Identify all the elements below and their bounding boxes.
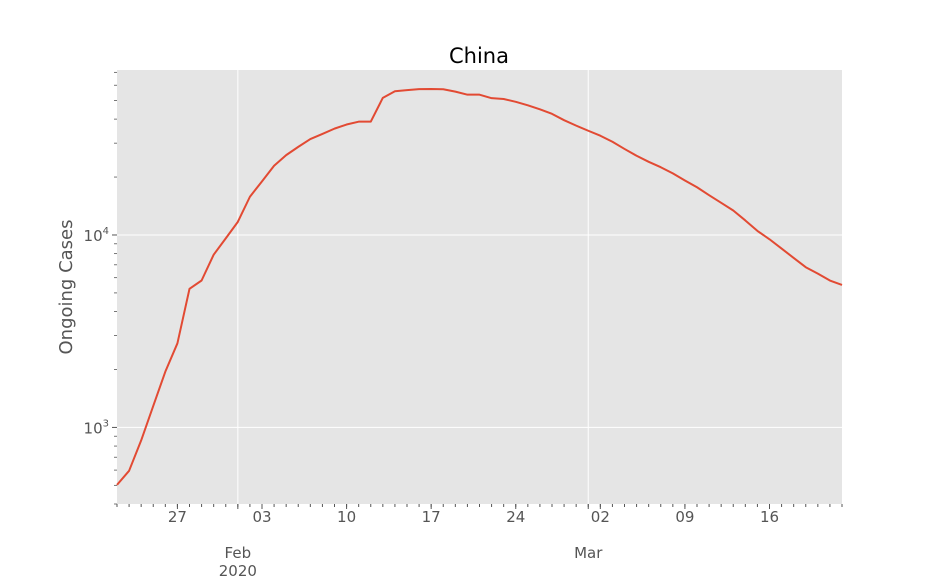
x-tick-label: 24 [506, 508, 525, 526]
x-tick-label: 03 [252, 508, 271, 526]
x-tick-label: 09 [675, 508, 694, 526]
y-axis-label: Ongoing Cases [56, 220, 77, 355]
series-line-china [116, 87, 843, 486]
x-tick-label: 27 [168, 508, 187, 526]
chart-title: China [449, 44, 509, 68]
y-tick-label: 104 [84, 226, 109, 245]
y-tick-label: 103 [84, 418, 109, 437]
x-major-tick-label: Mar [574, 544, 603, 562]
x-tick-label: 17 [422, 508, 441, 526]
x-tick-label: 10 [337, 508, 356, 526]
grid-lines [117, 70, 842, 504]
plot-area [117, 70, 842, 504]
x-major-tick-label: Feb [225, 544, 252, 562]
x-tick-label: 02 [591, 508, 610, 526]
x-tick-label: 16 [760, 508, 779, 526]
x-year-label: 2020 [219, 562, 257, 576]
